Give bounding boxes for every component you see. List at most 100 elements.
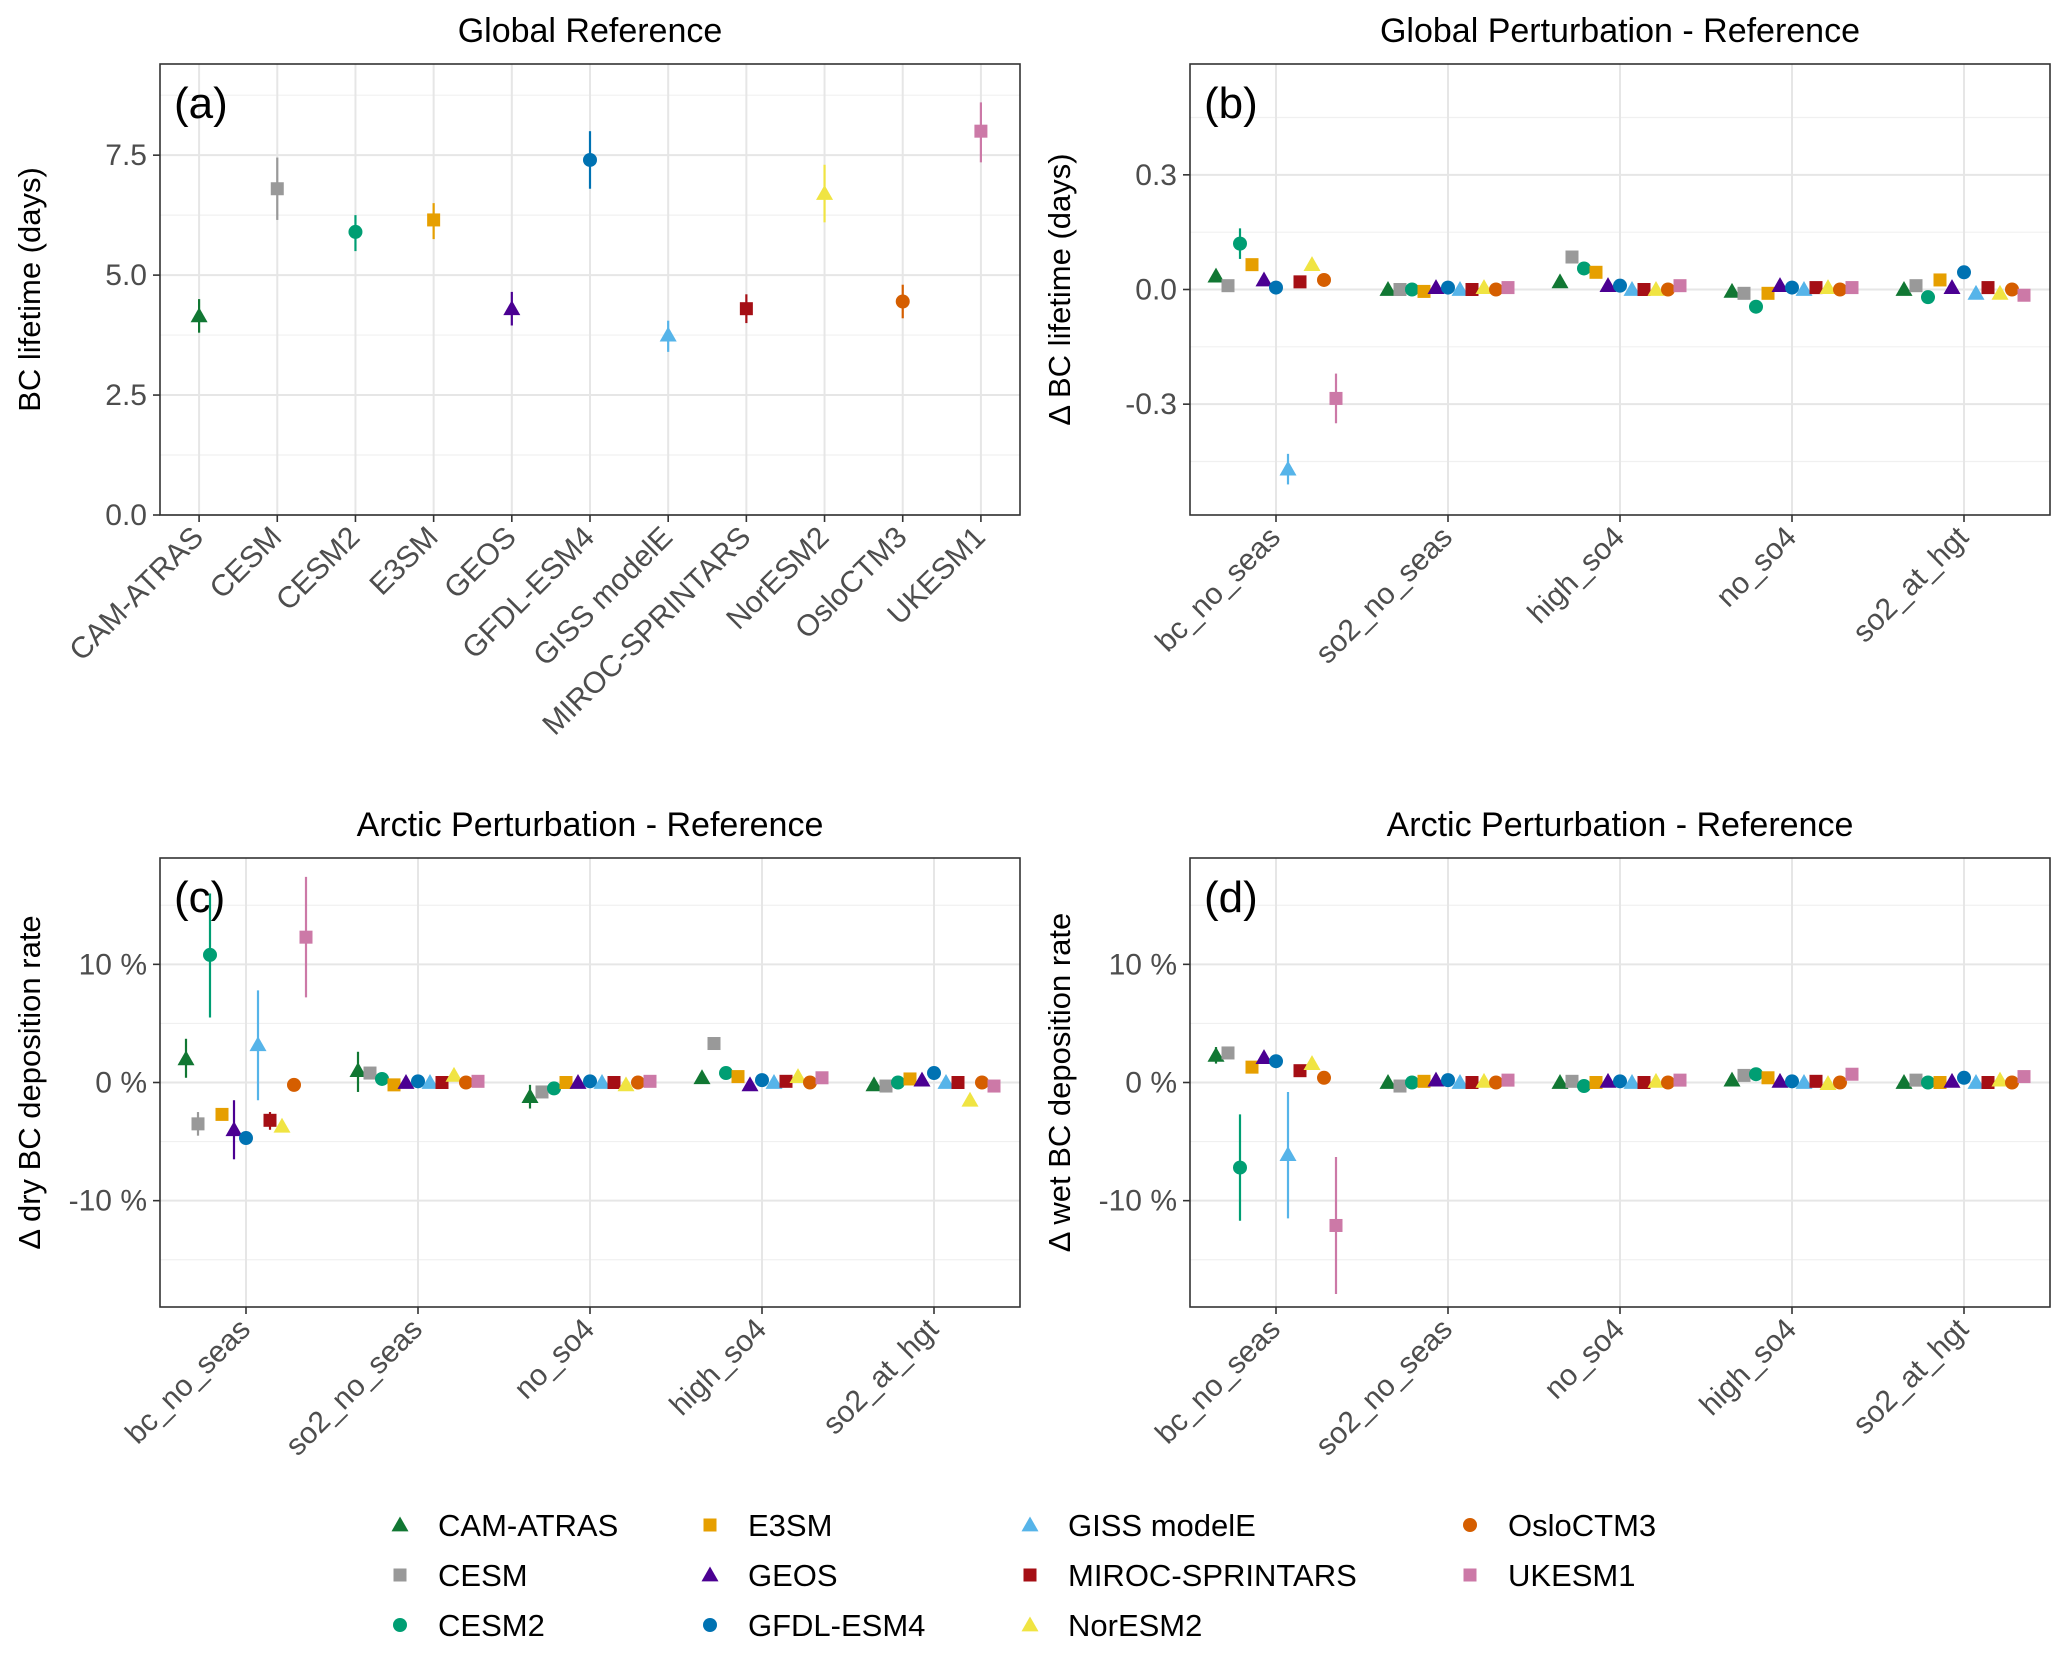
point-e3sm-high-so4 xyxy=(731,1070,745,1084)
point-geos-bc-no-seas xyxy=(1255,1049,1273,1065)
point-cesm2-so2-at-hgt xyxy=(1921,1075,1935,1090)
legend-marker-gfdl-esm4 xyxy=(703,1618,717,1632)
x-tick-label-so2-at-hgt: so2_at_hgt xyxy=(1847,1312,1976,1441)
point-gfdl-esm4-no-so4 xyxy=(583,1074,597,1089)
legend-label: OsloCTM3 xyxy=(1508,1508,1656,1543)
x-tick-label-so2-at-hgt: so2_at_hgt xyxy=(1847,520,1976,649)
x-tick-label-cam-atras: CAM-ATRAS xyxy=(63,521,210,668)
panel-title: Global Reference xyxy=(458,12,723,50)
legend: CAM-ATRAS CESM CESM2 E3SM GEOS GFDL-ESM4 GISS … xyxy=(391,1508,1656,1643)
point-cesm-so2-no-seas xyxy=(363,1066,377,1080)
point-giss-modele-no-so4 xyxy=(1623,1074,1641,1089)
point-giss-modele-so2-no-seas xyxy=(1451,281,1469,296)
y-axis-label: BC lifetime (days) xyxy=(12,167,47,412)
point-noresm2-no-so4 xyxy=(1819,279,1837,294)
point-cesm2-bc-no-seas xyxy=(1233,1160,1247,1175)
point-e3sm-bc-no-seas xyxy=(1245,258,1259,272)
y-tick-label: 0.0 xyxy=(105,499,147,532)
point-miroc-sprintars-bc-no-seas xyxy=(1293,275,1307,289)
point-e3sm-no-so4 xyxy=(1761,286,1775,300)
point-gfdl-esm4-so2-at-hgt xyxy=(1957,1070,1971,1085)
point-cesm-so2-at-hgt xyxy=(1909,1073,1923,1087)
panel-label: (b) xyxy=(1204,79,1258,128)
point-geos-high-so4 xyxy=(1771,1072,1789,1088)
point-geos-so2-at-hgt xyxy=(913,1071,931,1087)
legend-marker-cesm2 xyxy=(393,1618,407,1632)
y-tick-label: 10 % xyxy=(1109,948,1177,981)
point-geos xyxy=(503,300,521,316)
point-gfdl-esm4-high-so4 xyxy=(755,1073,769,1088)
point-cesm-high-so4 xyxy=(1565,250,1579,264)
point-miroc-sprintars-high-so4 xyxy=(779,1074,793,1088)
point-cam-atras-so2-at-hgt xyxy=(865,1076,883,1092)
point-cesm-no-so4 xyxy=(535,1085,549,1099)
point-ukesm1-high-so4 xyxy=(1845,1067,1859,1081)
x-tick-label-so2-no-seas: so2_no_seas xyxy=(1309,521,1459,671)
point-cam-atras-high-so4 xyxy=(1551,273,1569,289)
point-cam-atras-bc-no-seas xyxy=(1207,267,1225,283)
y-tick-label: -10 % xyxy=(69,1185,147,1218)
legend-marker-osloctm3 xyxy=(1463,1518,1477,1532)
point-osloctm3-bc-no-seas xyxy=(287,1077,301,1092)
point-osloctm3-so2-at-hgt xyxy=(975,1075,989,1090)
legend-label: GEOS xyxy=(748,1558,838,1593)
point-e3sm-no-so4 xyxy=(559,1076,573,1089)
point-cesm-no-so4 xyxy=(1565,1074,1579,1088)
point-geos-high-so4 xyxy=(1599,277,1617,293)
point-noresm2 xyxy=(816,185,834,200)
point-cam-atras-high-so4 xyxy=(1723,1071,1741,1087)
point-cesm-bc-no-seas xyxy=(191,1117,205,1131)
point-giss-modele-so2-no-seas xyxy=(421,1074,439,1089)
legend-label: E3SM xyxy=(748,1508,832,1543)
point-ukesm1-bc-no-seas xyxy=(1329,1218,1343,1232)
x-tick-label-cesm2: CESM2 xyxy=(270,521,366,617)
point-cesm2-so2-no-seas xyxy=(1405,282,1419,297)
point-noresm2-high-so4 xyxy=(1647,281,1665,296)
point-e3sm-so2-at-hgt xyxy=(1933,1076,1947,1089)
point-osloctm3-no-so4 xyxy=(631,1075,645,1090)
point-noresm2-bc-no-seas xyxy=(1303,256,1321,272)
legend-marker-geos xyxy=(701,1566,719,1582)
point-cesm2-bc-no-seas xyxy=(1233,236,1247,251)
point-gfdl-esm4-so2-at-hgt xyxy=(927,1066,941,1081)
x-tick-label-high-so4: high_so4 xyxy=(1694,1313,1803,1422)
panel-title: Global Perturbation - Reference xyxy=(1380,12,1860,50)
y-tick-label: 10 % xyxy=(79,948,147,981)
point-gfdl-esm4-bc-no-seas xyxy=(239,1131,253,1146)
point-osloctm3-high-so4 xyxy=(1833,1075,1847,1090)
point-osloctm3-high-so4 xyxy=(803,1075,817,1090)
point-e3sm-so2-no-seas xyxy=(1417,284,1431,298)
point-miroc-sprintars-bc-no-seas xyxy=(1293,1064,1307,1078)
panel-title: Arctic Perturbation - Reference xyxy=(357,806,824,844)
point-geos-no-so4 xyxy=(569,1074,587,1089)
point-miroc-sprintars-so2-no-seas xyxy=(435,1076,449,1089)
point-miroc-sprintars-no-so4 xyxy=(607,1076,621,1089)
point-cesm2-high-so4 xyxy=(1749,1067,1763,1082)
point-gfdl-esm4-bc-no-seas xyxy=(1269,280,1283,295)
point-cesm2-no-so4 xyxy=(547,1081,561,1096)
point-ukesm1-so2-no-seas xyxy=(1501,1073,1515,1087)
legend-item-cam-atras: CAM-ATRAS xyxy=(391,1508,618,1543)
y-tick-label: -0.3 xyxy=(1125,388,1177,421)
y-tick-label: -10 % xyxy=(1099,1185,1177,1218)
point-cesm-so2-at-hgt xyxy=(1909,279,1923,293)
point-miroc-sprintars-so2-no-seas xyxy=(1465,1076,1479,1089)
point-gfdl-esm4-no-so4 xyxy=(1785,280,1799,295)
point-geos-so2-no-seas xyxy=(397,1074,415,1089)
point-gfdl-esm4-no-so4 xyxy=(1613,1074,1627,1089)
point-gfdl-esm4-so2-no-seas xyxy=(1441,1073,1455,1088)
point-cesm-bc-no-seas xyxy=(1221,1046,1235,1060)
legend-label: CESM xyxy=(438,1558,528,1593)
y-tick-label: 0 % xyxy=(95,1067,147,1100)
point-cam-atras-no-so4 xyxy=(1551,1074,1569,1089)
legend-item-miroc-sprintars: MIROC-SPRINTARS xyxy=(1023,1558,1357,1593)
x-tick-label-so2-no-seas: so2_no_seas xyxy=(279,1313,429,1463)
point-ukesm1-no-so4 xyxy=(1845,281,1859,295)
point-ukesm1 xyxy=(974,124,988,138)
point-cam-atras-bc-no-seas xyxy=(177,1050,195,1066)
point-geos-bc-no-seas xyxy=(1255,271,1273,287)
point-giss-modele-bc-no-seas xyxy=(249,1036,267,1052)
point-ukesm1-so2-no-seas xyxy=(471,1074,485,1088)
point-gfdl-esm4-high-so4 xyxy=(1613,278,1627,293)
